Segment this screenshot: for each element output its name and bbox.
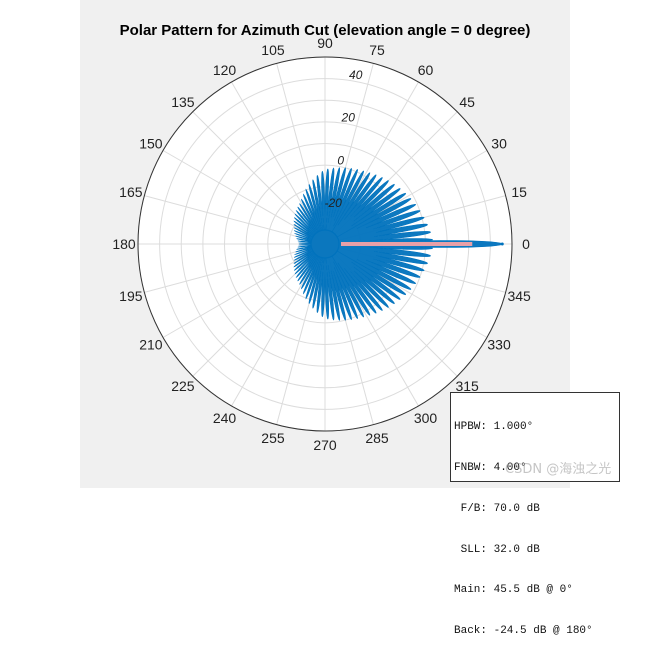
angular-tick-label: 330: [487, 337, 511, 353]
stat-sll: SLL: 32.0 dB: [454, 543, 540, 556]
angular-tick-label: 285: [365, 430, 389, 446]
polar-labels: 0 15 30 45 60 75 90 105 120 135 150 165 180 195 210 225…: [112, 35, 531, 453]
angular-tick-label: 300: [414, 410, 438, 426]
main-lobe-peak-marker: [500, 242, 504, 246]
polar-grid-spoke: [231, 255, 319, 407]
stat-fb: F/B: 70.0 dB: [454, 502, 540, 515]
angular-tick-label: 240: [213, 410, 237, 426]
polar-grid-spoke: [231, 81, 319, 233]
stat-main: Main: 45.5 dB @ 0°: [454, 584, 573, 597]
angular-tick-label: 45: [459, 94, 475, 110]
angular-tick-label: 195: [119, 288, 143, 304]
chart-title: Polar Pattern for Azimuth Cut (elevation…: [119, 22, 531, 39]
angular-tick-label: 255: [261, 430, 285, 446]
radial-tick-label: 20: [341, 111, 356, 125]
angular-tick-label: 120: [213, 62, 237, 78]
angular-tick-label: 75: [369, 42, 385, 58]
angular-tick-label: 90: [317, 35, 333, 51]
pattern-series: [293, 167, 504, 321]
angular-tick-label: 315: [455, 378, 479, 394]
stat-hpbw: HPBW: 1.000°: [454, 421, 534, 434]
angular-tick-label: 0: [522, 236, 530, 252]
angular-tick-label: 135: [171, 94, 195, 110]
angular-tick-label: 150: [139, 136, 163, 152]
polar-grid-spoke: [162, 150, 314, 238]
angular-tick-label: 225: [171, 378, 195, 394]
radial-tick-label: 40: [349, 68, 363, 82]
angular-tick-label: 165: [119, 184, 143, 200]
angular-tick-label: 105: [261, 42, 285, 58]
watermark: CSDN @海浊之光: [505, 462, 612, 477]
polar-grid-spoke: [144, 247, 312, 293]
angular-tick-label: 210: [139, 337, 163, 353]
polar-chart: 0 15 30 45 60 75 90 105 120 135 150 165 180 195 210 225…: [112, 35, 531, 453]
polar-outer-border: [137, 56, 513, 432]
radial-tick-label: 0: [337, 153, 344, 167]
angular-tick-label: 345: [507, 288, 531, 304]
polar-grid-spoke: [162, 250, 314, 338]
angular-tick-label: 15: [511, 184, 527, 200]
stat-back: Back: -24.5 dB @ 180°: [454, 625, 593, 638]
angular-tick-label: 270: [313, 437, 337, 453]
angular-tick-label: 180: [112, 236, 136, 252]
angular-tick-label: 30: [491, 136, 507, 152]
stat-fnbw: FNBW: 4.00°: [454, 461, 527, 474]
angular-tick-label: 60: [418, 62, 434, 78]
radial-tick-label: -20: [325, 196, 343, 210]
polar-grid-spoke: [144, 195, 312, 241]
